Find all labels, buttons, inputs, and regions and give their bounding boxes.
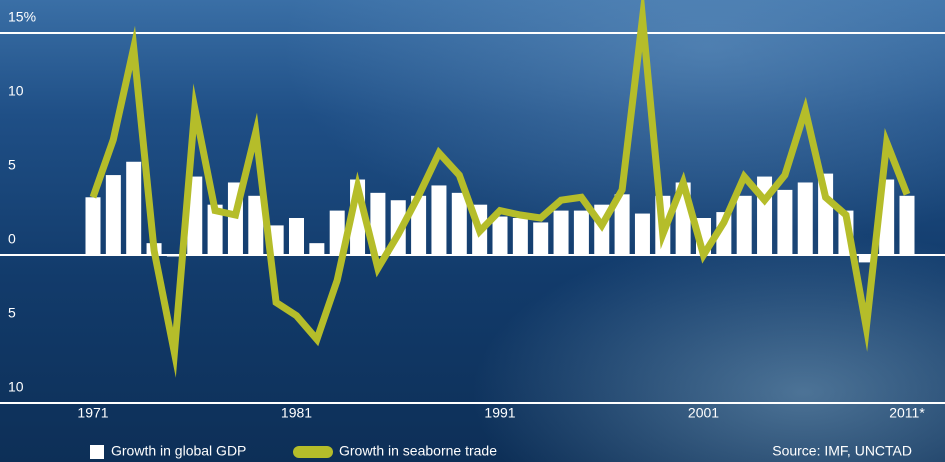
bar: [797, 182, 813, 255]
x-tick-label: 1991: [484, 405, 515, 421]
bar: [634, 213, 650, 255]
trade-line: [89, 0, 911, 378]
bar: [451, 192, 467, 255]
x-tick-label: 2011*: [889, 405, 925, 421]
y-tick-label: 5: [8, 157, 16, 173]
source-note: Source: IMF, UNCTAD: [772, 443, 912, 459]
bar: [207, 204, 223, 255]
legend-label: Growth in global GDP: [111, 443, 246, 459]
bar: [289, 218, 304, 255]
bar: [533, 222, 549, 255]
bar: [166, 255, 182, 257]
bar: [736, 195, 752, 255]
legend-label: Growth in seaborne trade: [339, 443, 497, 459]
y-tick-label: 15%: [8, 9, 36, 25]
bar: [553, 210, 569, 255]
y-tick-label: 5: [8, 305, 16, 321]
bar: [777, 189, 793, 255]
legend-swatch: [90, 445, 104, 459]
y-tick-label: 10: [8, 379, 24, 395]
x-tick-label: 1971: [77, 405, 108, 421]
bar: [85, 197, 101, 255]
bar: [858, 255, 874, 263]
bar: [329, 210, 345, 255]
bar: [573, 210, 589, 255]
bar: [614, 194, 630, 255]
x-tick-label: 2001: [688, 405, 719, 421]
bar: [431, 185, 447, 255]
bar: [309, 243, 325, 255]
y-tick-label: 10: [8, 83, 24, 99]
y-tick-label: 0: [8, 231, 16, 247]
bar: [105, 175, 121, 255]
bar: [248, 195, 264, 255]
bar: [187, 176, 203, 255]
bar: [492, 216, 508, 255]
legend-swatch: [293, 446, 333, 458]
bar: [411, 195, 427, 255]
bar: [899, 195, 915, 255]
bar: [126, 161, 142, 255]
bar: [512, 218, 528, 255]
x-tick-label: 1981: [281, 405, 312, 421]
